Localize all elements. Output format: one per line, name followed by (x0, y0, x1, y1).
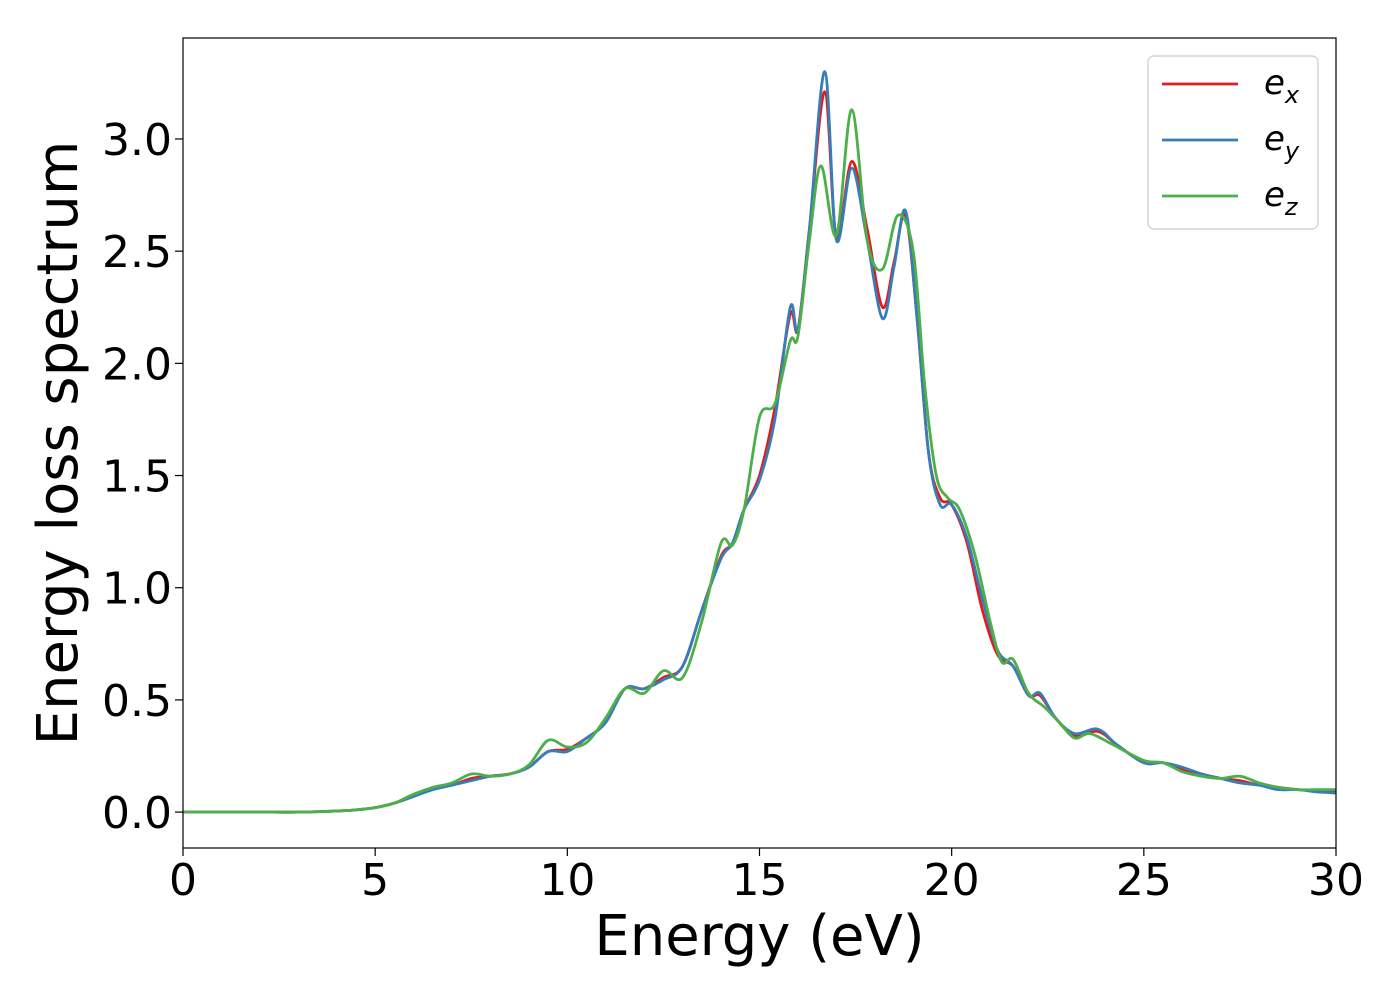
y-axis-title: Energy loss spectrum (26, 141, 91, 746)
legend-box (1147, 55, 1319, 230)
plot-background (183, 38, 1336, 848)
y-axis-ticks: 0.0 0.5 1.0 1.5 2.0 2.5 3.0 (102, 115, 183, 839)
y-tick-label: 2.5 (102, 227, 172, 278)
y-tick-label: 1.0 (102, 564, 172, 615)
legend-label-y: ey (1264, 119, 1300, 165)
series-line-y (182, 70, 1337, 814)
legend-label-z: ez (1264, 175, 1299, 221)
x-tick-label: 15 (732, 855, 788, 906)
x-tick-label: 10 (539, 855, 595, 906)
y-tick-label: 0.0 (102, 788, 172, 839)
x-tick-label: 20 (924, 855, 980, 906)
x-axis-title: Energy (eV) (594, 904, 924, 969)
series-line-z (182, 108, 1336, 814)
legend-label-x: ex (1264, 63, 1300, 109)
series-group (182, 70, 1337, 814)
y-tick-label: 1.5 (102, 452, 172, 503)
legend: ex ey ez (1147, 55, 1319, 230)
x-tick-label: 5 (361, 855, 389, 906)
y-tick-label: 3.0 (102, 115, 172, 166)
x-tick-label: 0 (169, 855, 197, 906)
x-tick-label: 30 (1308, 855, 1364, 906)
y-tick-label: 2.0 (102, 339, 172, 390)
y-tick-label: 0.5 (102, 676, 172, 727)
x-tick-label: 25 (1116, 855, 1172, 906)
x-axis-ticks: 0 5 10 15 20 25 30 (169, 848, 1364, 906)
